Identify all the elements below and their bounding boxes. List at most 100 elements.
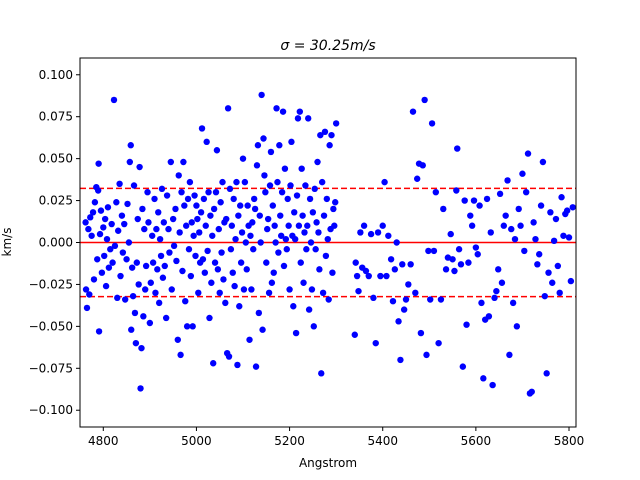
data-point bbox=[300, 279, 307, 286]
data-point bbox=[195, 289, 202, 297]
data-point bbox=[87, 214, 94, 221]
data-point bbox=[137, 385, 144, 392]
y-tick-label: 0.000 bbox=[39, 236, 73, 250]
data-point bbox=[463, 321, 470, 328]
data-point bbox=[152, 289, 159, 297]
data-point bbox=[181, 202, 188, 209]
data-point bbox=[128, 326, 135, 333]
data-point bbox=[311, 185, 318, 193]
data-point bbox=[230, 195, 237, 203]
data-point bbox=[281, 165, 289, 172]
data-point bbox=[539, 158, 547, 166]
data-point bbox=[558, 194, 565, 201]
data-point bbox=[256, 212, 263, 219]
data-point bbox=[223, 215, 230, 223]
data-point bbox=[217, 199, 224, 206]
data-point bbox=[204, 247, 211, 255]
data-point bbox=[447, 230, 454, 238]
data-point bbox=[187, 272, 195, 280]
y-tick-label: −0.025 bbox=[29, 277, 73, 291]
data-point bbox=[381, 178, 388, 186]
data-point bbox=[166, 249, 173, 256]
data-point bbox=[316, 266, 323, 273]
data-point bbox=[146, 319, 154, 327]
data-point bbox=[537, 202, 545, 209]
data-point bbox=[169, 215, 177, 223]
data-point bbox=[508, 225, 515, 233]
data-point bbox=[293, 192, 301, 199]
data-point bbox=[183, 323, 191, 330]
data-point bbox=[237, 202, 244, 209]
data-point bbox=[504, 177, 511, 184]
data-point bbox=[253, 162, 261, 169]
data-point bbox=[176, 229, 183, 236]
data-point bbox=[474, 251, 481, 258]
data-point bbox=[208, 279, 215, 286]
data-point bbox=[111, 242, 119, 250]
data-point bbox=[247, 232, 254, 239]
data-point bbox=[95, 160, 102, 167]
data-point bbox=[569, 204, 576, 211]
data-point bbox=[250, 195, 258, 203]
data-point bbox=[387, 256, 395, 263]
data-point bbox=[116, 180, 123, 187]
data-point bbox=[275, 249, 282, 256]
data-point bbox=[174, 336, 181, 343]
y-axis-ticks: −0.100 −0.075 −0.050 −0.025 0.000 0.025 0.050 0… bbox=[29, 68, 80, 417]
data-point bbox=[212, 188, 220, 196]
data-point bbox=[515, 205, 522, 213]
data-point bbox=[318, 178, 326, 186]
data-point bbox=[291, 235, 299, 243]
data-point bbox=[322, 252, 330, 260]
data-point bbox=[332, 120, 340, 127]
y-tick-label: −0.100 bbox=[29, 403, 73, 417]
data-point bbox=[567, 277, 575, 285]
data-point bbox=[262, 188, 269, 196]
data-point bbox=[357, 229, 364, 236]
y-tick-label: 0.075 bbox=[39, 110, 73, 124]
data-point bbox=[189, 323, 196, 330]
data-point bbox=[467, 212, 474, 219]
data-point bbox=[203, 138, 210, 146]
data-point bbox=[251, 205, 259, 213]
data-point bbox=[191, 192, 198, 199]
data-point bbox=[331, 222, 338, 229]
y-tick-label: 0.100 bbox=[39, 68, 73, 82]
data-point bbox=[541, 292, 548, 300]
data-point bbox=[210, 360, 217, 367]
x-tick-label: 5000 bbox=[181, 434, 212, 448]
data-point bbox=[163, 192, 171, 199]
data-point bbox=[149, 259, 157, 266]
data-point bbox=[142, 262, 150, 270]
data-point bbox=[290, 303, 297, 310]
data-point bbox=[440, 205, 447, 213]
data-point bbox=[285, 222, 292, 229]
data-point bbox=[248, 286, 255, 293]
data-point bbox=[91, 199, 99, 206]
data-point bbox=[556, 289, 563, 297]
data-point bbox=[412, 289, 419, 297]
data-point bbox=[127, 142, 134, 149]
data-point bbox=[296, 108, 304, 115]
data-point bbox=[234, 361, 241, 369]
data-point bbox=[309, 209, 317, 216]
data-point bbox=[323, 195, 331, 203]
data-point bbox=[225, 353, 233, 360]
data-point bbox=[268, 279, 276, 286]
data-point bbox=[250, 246, 257, 253]
data-point bbox=[454, 145, 461, 152]
data-point bbox=[102, 282, 110, 290]
data-point bbox=[294, 115, 302, 122]
data-point bbox=[108, 220, 115, 228]
data-point bbox=[264, 225, 271, 233]
data-point bbox=[291, 209, 298, 216]
data-point bbox=[165, 225, 172, 233]
x-tick-label: 5200 bbox=[274, 434, 305, 448]
x-tick-label: 4800 bbox=[88, 434, 119, 448]
data-point bbox=[417, 329, 425, 337]
data-point bbox=[201, 269, 209, 276]
data-point bbox=[135, 281, 142, 288]
data-point bbox=[119, 249, 127, 256]
data-point bbox=[286, 286, 293, 293]
